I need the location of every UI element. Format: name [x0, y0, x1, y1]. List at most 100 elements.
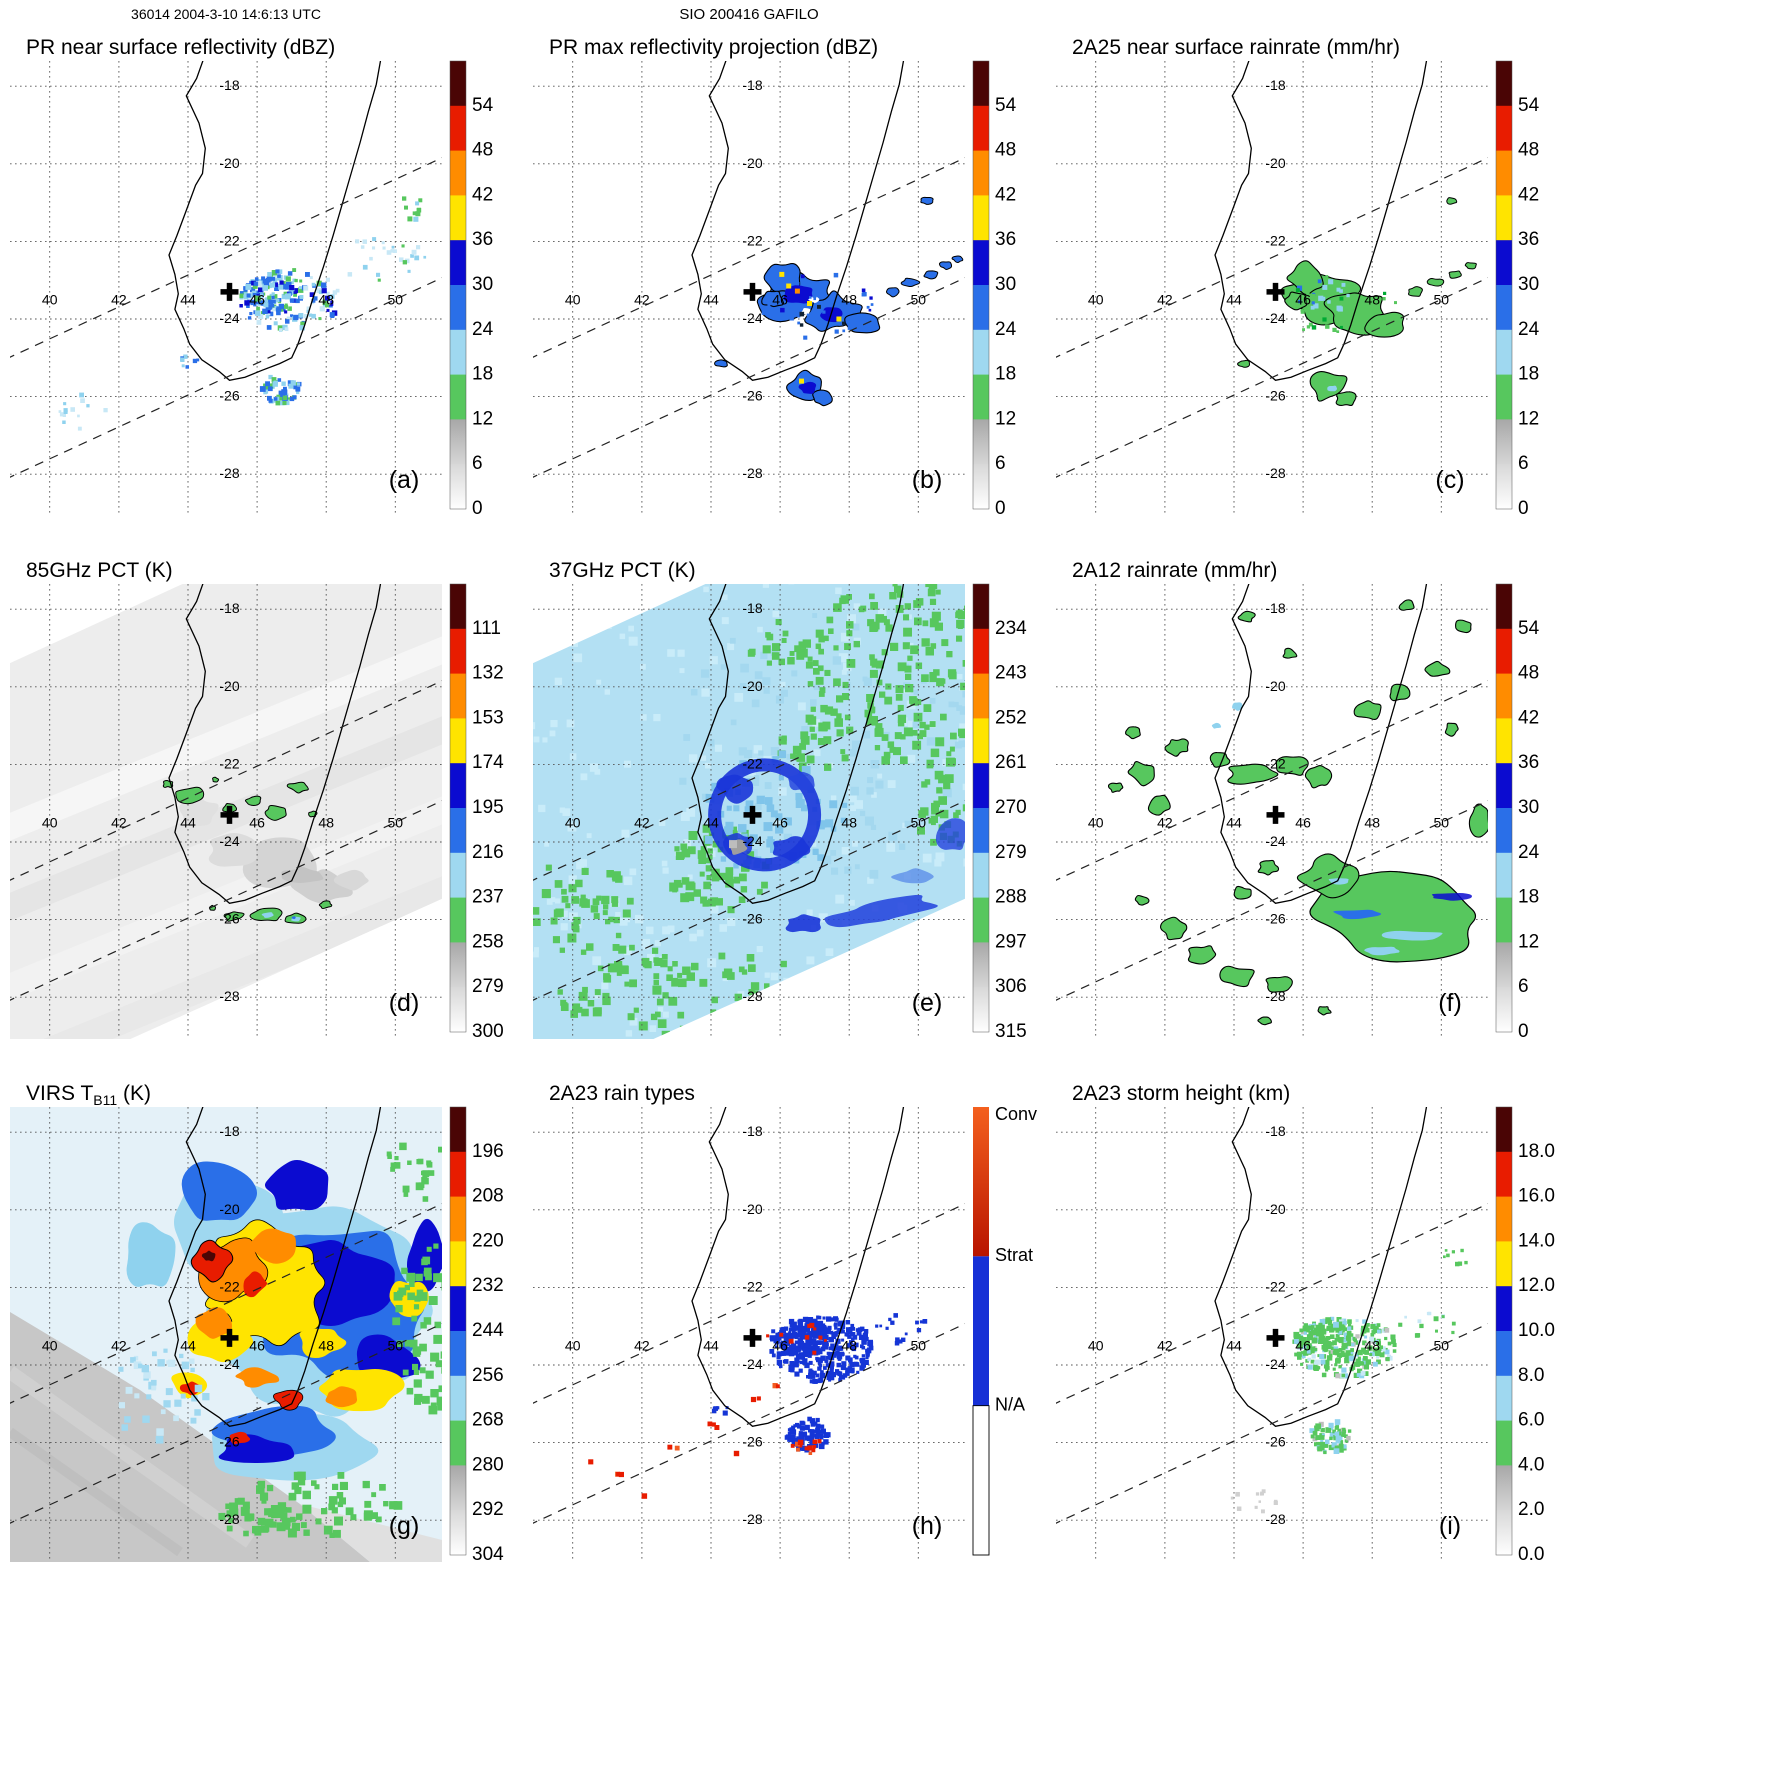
colorbar: 111 132 153 174 195 216 237 258 279 300	[449, 583, 504, 1042]
storm-center-cross	[220, 282, 239, 301]
panel-letter: (b)	[912, 466, 943, 494]
colorbar-segment	[1496, 897, 1512, 943]
lat-tick-label: -28	[219, 1511, 239, 1527]
lon-tick-label: 50	[388, 1337, 404, 1353]
colorbar: 54 48 42 36 30 24 18 12 6 0	[1495, 60, 1540, 519]
colorbar-tick-label: 196	[472, 1141, 504, 1162]
colorbar-segment	[450, 1331, 466, 1377]
swath-edge-lines	[1056, 1203, 1488, 1524]
colorbar-segment	[1496, 584, 1512, 630]
colorbar-segment	[1496, 1107, 1512, 1153]
panel-title: 37GHz PCT (K)	[549, 559, 696, 582]
colorbar-segment	[973, 285, 989, 331]
colorbar-tick-label: 0	[1518, 498, 1529, 519]
swath-edge-lines	[10, 1203, 442, 1524]
colorbar-segment	[1496, 464, 1512, 510]
panel-h: 40 42 44 46 48 50 -18 -20 -22 -24 -26 -28 Conv Strat N…	[523, 1072, 1046, 1595]
colorbar-tick-label: 256	[472, 1365, 504, 1386]
storm-center-cross	[220, 1328, 239, 1347]
swath-edge-lines	[1056, 157, 1488, 478]
colorbar-tick-label: 48	[1518, 140, 1539, 161]
colorbar-tick-label: 0	[472, 498, 483, 519]
swath-edge-lines	[533, 1203, 965, 1524]
colorbar-tick-label: 30	[1518, 274, 1539, 295]
lon-tick-label: 44	[1226, 291, 1242, 307]
colorbar-segment	[1496, 150, 1512, 196]
lat-tick-label: -18	[219, 77, 239, 93]
colorbar-segment	[973, 584, 989, 630]
lat-tick-label: -18	[219, 1123, 239, 1139]
lat-tick-label: -26	[742, 1434, 762, 1450]
lat-tick-label: -24	[1265, 833, 1285, 849]
lat-tick-label: -28	[742, 1511, 762, 1527]
lat-tick-label: -20	[219, 678, 239, 694]
colorbar-tick-label: 18	[1518, 364, 1539, 385]
storm-center-cross	[220, 805, 239, 824]
storm-center-cross	[1266, 805, 1285, 824]
panel-e-figure: 40 42 44 46 48 50-18-20-22-24-26-282342432522…	[533, 559, 1027, 1042]
colorbar-segment	[450, 285, 466, 331]
lat-tick-label: -22	[1265, 755, 1285, 771]
colorbar-tick-label: 288	[995, 887, 1027, 908]
lat-tick-label: -20	[1265, 678, 1285, 694]
lat-tick-label: -22	[742, 232, 762, 248]
colorbar-segment	[973, 987, 989, 1033]
colorbar-segment	[1496, 987, 1512, 1033]
colorbar-tick-label: 195	[472, 797, 504, 818]
colorbar-tick-label: 36	[1518, 752, 1539, 773]
colorbar-tick-label: Conv	[995, 1104, 1037, 1124]
panel-title: 2A23 storm height (km)	[1072, 1082, 1290, 1105]
panel-i-figure: 40 42 44 46 48 50 -18 -20 -22 -24 -26 -28 18.0 16.0 14…	[1056, 1082, 1555, 1565]
colorbar-tick-label: 48	[1518, 663, 1539, 684]
colorbar-tick-label: 36	[472, 229, 493, 250]
lat-tick-label: -22	[1265, 232, 1285, 248]
lon-tick-label: 42	[1157, 291, 1173, 307]
colorbar-tick-label: 12.0	[1518, 1275, 1555, 1296]
lat-tick-label: -28	[219, 988, 239, 1004]
colorbar-frame	[1495, 1106, 1513, 1556]
colorbar-tick-label: 24	[995, 319, 1017, 340]
map-area: 40 42 44 46 48 50 -18 -20 -22 -24 -26 -28	[10, 1107, 442, 1562]
panel-b: 40 42 44 46 48 50 -18 -20 -22 -24 -26 -28 54 48 42 36 30…	[523, 26, 1046, 549]
colorbar-tick-label: 0.0	[1518, 1544, 1544, 1565]
colorbar-segment	[450, 897, 466, 943]
lat-tick-label: -24	[742, 310, 762, 326]
lat-tick-label: -26	[219, 388, 239, 404]
lon-tick-label: 42	[634, 291, 650, 307]
grid-lines	[533, 1107, 965, 1562]
grid-labels: 40 42 44 46 48 50 -18 -20 -22 -24 -26 -28	[565, 600, 926, 1004]
lat-tick-label: -28	[1265, 988, 1285, 1004]
colorbar-frame	[1495, 583, 1513, 1033]
colorbar-tick-label: 54	[472, 95, 494, 116]
lat-tick-label: -22	[219, 232, 239, 248]
colorbar-segment	[1496, 628, 1512, 674]
colorbar: 54 48 42 36 30 24 18 12 6 0	[1495, 583, 1540, 1042]
colorbar-segment	[1496, 1375, 1512, 1421]
lat-tick-label: -24	[219, 1356, 239, 1372]
panel-f-figure: 40 42 44 46 48 50 -18 -20 -22 -24 -26 -28 54 48 42 36 30…	[1056, 559, 1540, 1042]
lon-tick-label: 40	[42, 814, 58, 830]
colorbar-tick-label: 54	[1518, 618, 1540, 639]
colorbar-segment	[973, 628, 989, 674]
colorbar-segment	[1496, 240, 1512, 286]
data-layer	[1107, 599, 1488, 1026]
panel-d-figure: 40 42 44 46 48 50-18-20-22-24-26-281111321531…	[10, 559, 504, 1042]
lon-tick-label: 40	[1088, 291, 1104, 307]
madagascar-coastline	[168, 61, 382, 381]
storm-center-cross	[743, 282, 762, 301]
colorbar-segment	[450, 1420, 466, 1466]
colorbar-segment	[973, 718, 989, 764]
grid-labels: 40 42 44 46 48 50 -18 -20 -22 -24 -26 -28	[1088, 600, 1449, 1004]
colorbar-frame	[449, 583, 467, 1033]
panel-title: 2A23 rain types	[549, 1082, 695, 1105]
map-area: 40 42 44 46 48 50 -18 -20 -22 -24 -26 -28	[1056, 584, 1488, 1039]
swath-edge-lines	[1056, 680, 1488, 1001]
colorbar-segment	[973, 673, 989, 719]
lon-tick-label: 44	[1226, 814, 1242, 830]
lon-tick-label: 48	[1364, 291, 1380, 307]
colorbar-segment	[450, 628, 466, 674]
colorbar-segment	[450, 1465, 466, 1511]
colorbar-segment	[1496, 329, 1512, 375]
colorbar-segment	[450, 374, 466, 420]
lon-tick-label: 50	[1434, 291, 1450, 307]
